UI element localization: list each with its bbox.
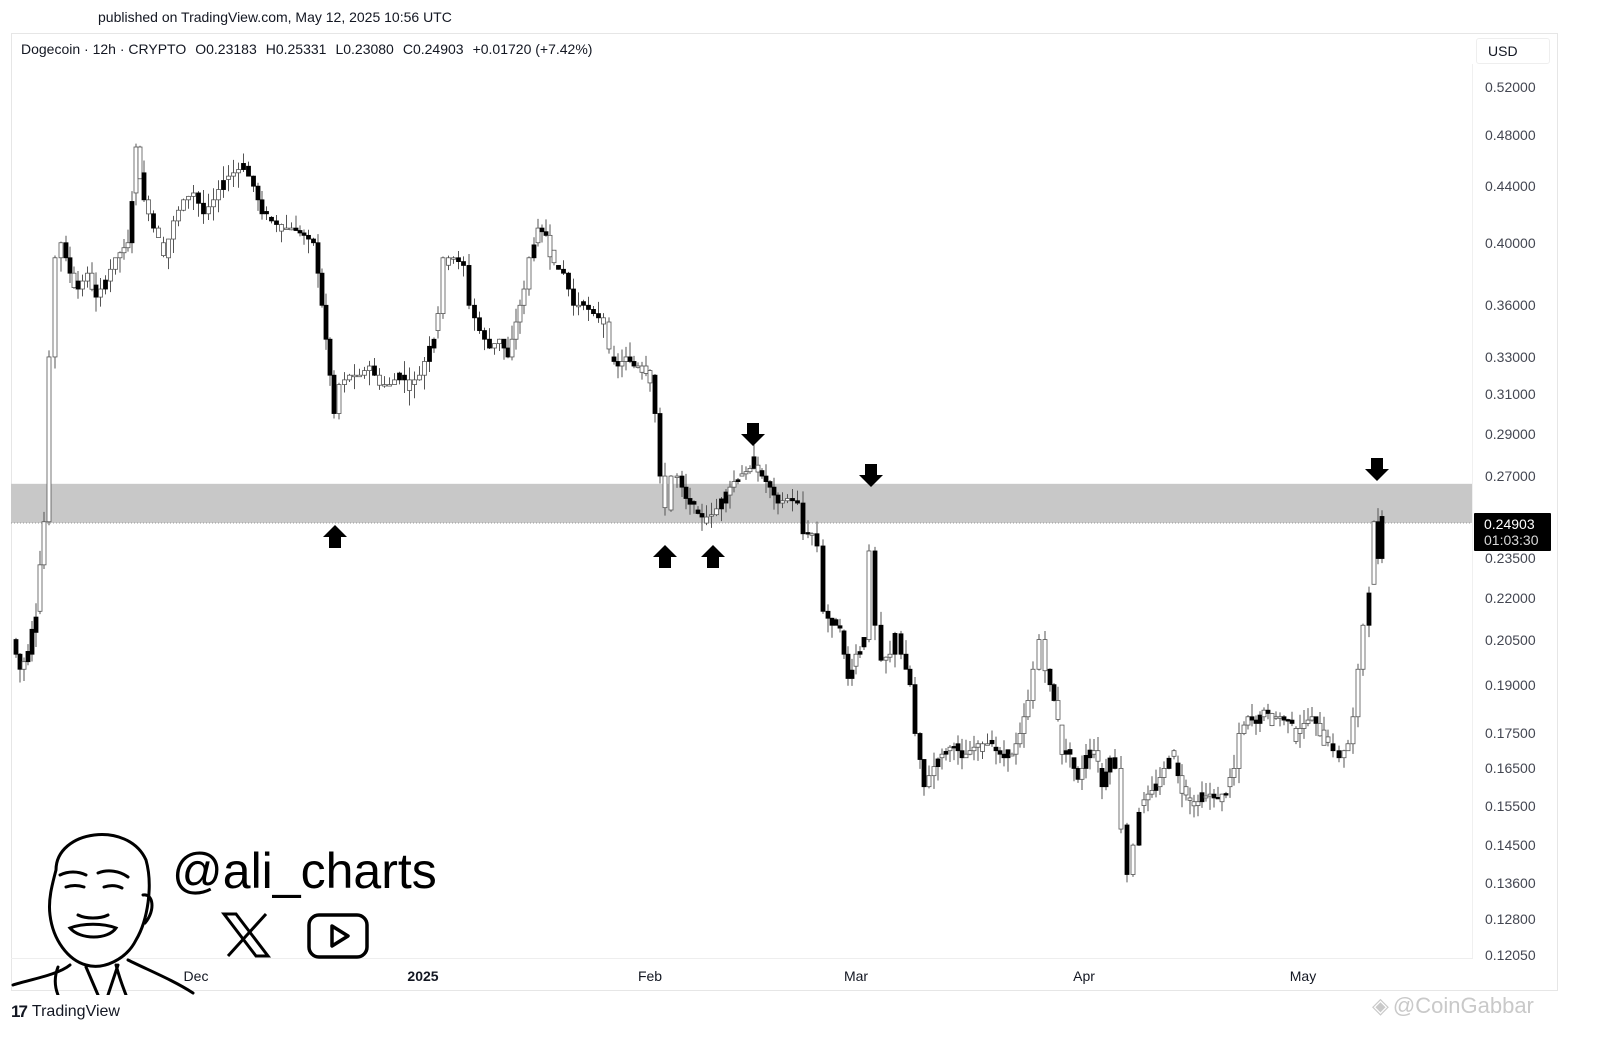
price-tick-label: 0.29000 xyxy=(1485,425,1536,442)
arrow-down-icon xyxy=(1365,458,1389,481)
coingabbar-watermark: ◈ @CoinGabbar xyxy=(1372,993,1534,1019)
legend-low: L0.23080 xyxy=(335,41,394,57)
coingabbar-diamond-icon: ◈ xyxy=(1372,993,1389,1018)
time-tick-label: Dec xyxy=(183,968,209,984)
price-tick-label: 0.52000 xyxy=(1485,79,1536,95)
bar-countdown: 01:03:30 xyxy=(1484,532,1539,548)
price-tick-label: 0.16500 xyxy=(1485,760,1536,777)
x-icon[interactable] xyxy=(218,910,274,960)
time-tick-label: Apr xyxy=(1073,968,1095,984)
price-tick-label: 0.14500 xyxy=(1485,837,1536,854)
arrow-down-icon xyxy=(741,423,765,446)
price-tick-label: 0.27000 xyxy=(1485,468,1536,485)
price-axis[interactable]: 0.52000 0.48000 0.44000 0.40000 0.36000 0.330… xyxy=(1472,64,1559,963)
tradingview-logo[interactable]: 17 TradingView xyxy=(11,1002,120,1022)
price-tick-label: 0.36000 xyxy=(1485,297,1536,314)
price-tick-label: 0.23500 xyxy=(1485,550,1536,567)
last-price-tag: 0.24903 01:03:30 xyxy=(1474,513,1551,551)
price-tick-label: 0.19000 xyxy=(1485,676,1536,693)
arrow-up-icon xyxy=(323,525,347,548)
price-tick-label: 0.17500 xyxy=(1485,725,1536,742)
tradingview-mark-icon: 17 xyxy=(11,1002,28,1021)
price-tick-label: 0.31000 xyxy=(1485,386,1536,403)
time-tick-label: May xyxy=(1289,968,1317,984)
price-tick-label: 0.22000 xyxy=(1485,589,1536,606)
coingabbar-text: @CoinGabbar xyxy=(1392,993,1534,1018)
published-caption: published on TradingView.com, May 12, 20… xyxy=(98,9,452,25)
price-tick-label: 0.48000 xyxy=(1485,126,1536,143)
author-handle: @ali_charts xyxy=(172,843,437,899)
arrow-down-icon xyxy=(859,464,883,487)
legend-high: H0.25331 xyxy=(265,41,327,57)
time-tick-label: 2025 xyxy=(407,968,439,984)
currency-button[interactable]: USD xyxy=(1476,38,1550,64)
youtube-icon[interactable] xyxy=(306,912,370,960)
price-tick-label: 0.12800 xyxy=(1485,911,1536,928)
price-tick-label: 0.13600 xyxy=(1485,875,1536,892)
tradingview-wordmark: TradingView xyxy=(31,1003,120,1020)
price-tick-label: 0.33000 xyxy=(1485,348,1536,365)
time-axis[interactable]: Dec 2025 Feb Mar Apr May xyxy=(11,958,1473,991)
price-tick-label: 0.20500 xyxy=(1485,631,1536,648)
symbol-name[interactable]: Dogecoin · 12h · CRYPTO xyxy=(21,41,187,57)
support-resistance-zone[interactable] xyxy=(11,483,1473,523)
arrow-up-icon xyxy=(701,545,725,568)
price-tick-label: 0.12050 xyxy=(1485,947,1536,963)
candles xyxy=(13,143,1385,883)
arrow-up-icon xyxy=(653,545,677,568)
time-tick-label: Feb xyxy=(637,968,663,984)
last-price: 0.24903 xyxy=(1484,516,1535,532)
time-tick-label: Mar xyxy=(843,968,869,984)
price-tick-label: 0.44000 xyxy=(1485,178,1536,195)
legend-close: C0.24903 xyxy=(402,41,464,57)
legend-open: O0.23183 xyxy=(195,41,257,57)
price-tick-label: 0.40000 xyxy=(1485,234,1536,251)
price-tick-label: 0.15500 xyxy=(1485,797,1536,814)
symbol-legend: Dogecoin · 12h · CRYPTO O0.23183 H0.25331 L… xyxy=(21,41,601,57)
avatar-illustration xyxy=(11,833,195,995)
legend-change: +0.01720 (+7.42%) xyxy=(472,41,593,57)
